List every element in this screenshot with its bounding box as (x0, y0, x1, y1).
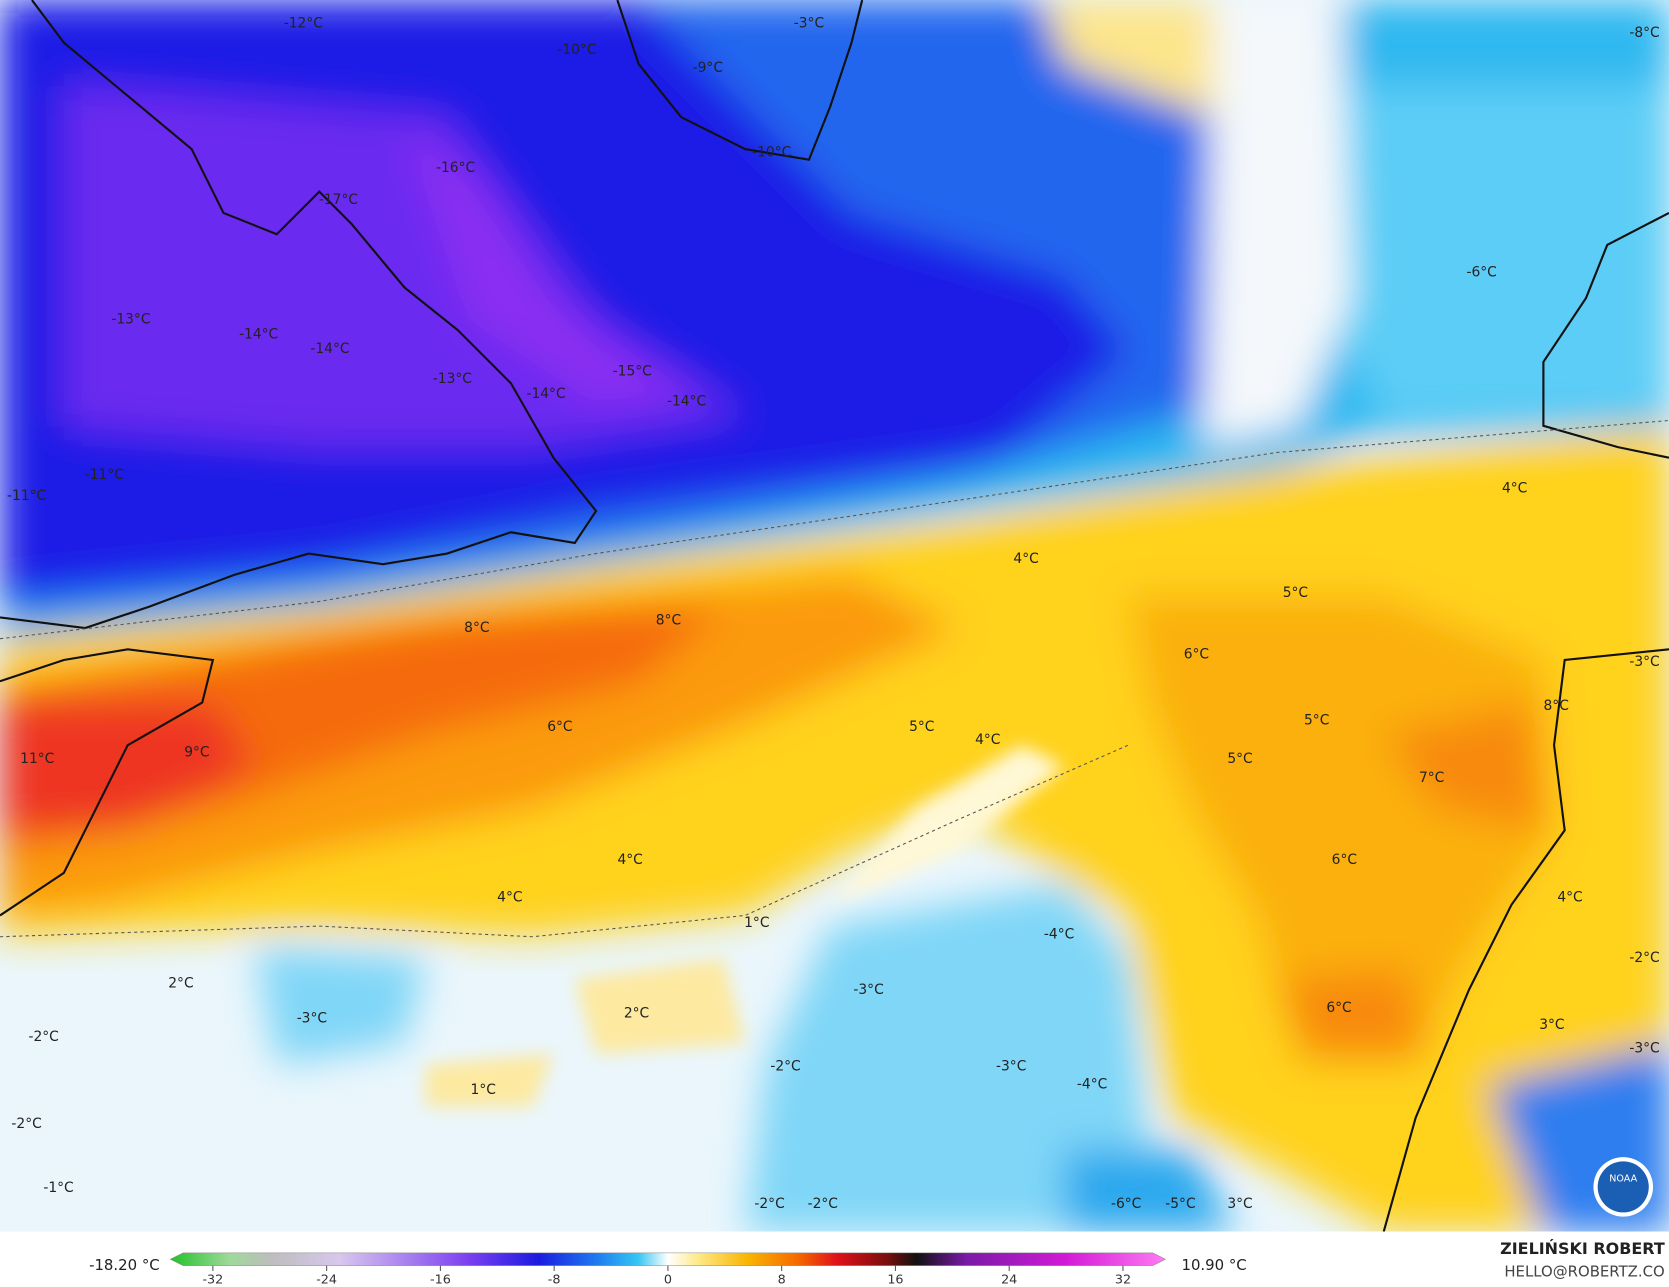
noaa-logo: NOAA (1593, 1157, 1654, 1217)
colorbar-tick-label: 32 (1115, 1273, 1131, 1287)
temperature-label: 8°C (656, 613, 681, 629)
temperature-label: -14°C (667, 393, 706, 409)
temperature-label: -13°C (111, 311, 150, 327)
temperature-label: -14°C (526, 386, 565, 402)
temperature-label: -3°C (1629, 654, 1659, 670)
temperature-label: 4°C (1502, 481, 1527, 497)
temperature-label: -6°C (1466, 265, 1496, 281)
temperature-label: -15°C (613, 364, 652, 380)
temperature-label: 8°C (1543, 698, 1568, 714)
temperature-label: 11°C (20, 751, 54, 767)
temperature-label: 5°C (1304, 713, 1329, 729)
credit-contact: HELLO@ROBERTZ.CO (1504, 1262, 1664, 1280)
temperature-label: 5°C (909, 719, 934, 735)
temperature-label: -3°C (297, 1011, 327, 1027)
temperature-label: 6°C (1332, 852, 1357, 868)
temperature-label: 2°C (168, 976, 193, 992)
colorbar-tick-label: 16 (887, 1273, 903, 1287)
temperature-label: 6°C (547, 719, 572, 735)
temperature-label: 9°C (184, 745, 209, 761)
temperature-label: 5°C (1227, 751, 1252, 767)
colorbar-tick-label: -16 (430, 1273, 451, 1287)
temperature-label: 6°C (1184, 647, 1209, 663)
temperature-label: -2°C (770, 1059, 800, 1075)
temperature-field (0, 0, 1669, 1232)
temperature-label: -3°C (1629, 1041, 1659, 1057)
temperature-label: -4°C (1044, 927, 1074, 943)
temperature-label: -14°C (239, 326, 278, 342)
temperature-label: -2°C (11, 1116, 41, 1132)
colorbar-tick-label: 0 (664, 1273, 672, 1287)
temperature-label: -9°C (693, 60, 723, 76)
temperature-label: 5°C (1283, 585, 1308, 601)
colorbar: -32 -24 -16 -8 0 8 16 24 32 (169, 1252, 1167, 1287)
temperature-label: 8°C (464, 620, 489, 636)
temperature-label: 6°C (1326, 1000, 1351, 1016)
temperature-label: -5°C (1165, 1196, 1195, 1212)
temperature-labels: -12°C -10°C -9°C -3°C -8°C -10°C -16°C -17°C -13… (7, 15, 1660, 1211)
coastlines (0, 0, 1669, 1232)
temperature-label: -14°C (310, 341, 349, 357)
temperature-label: 3°C (1539, 1017, 1564, 1033)
temperature-label: 3°C (1227, 1196, 1252, 1212)
temperature-label: -2°C (1629, 950, 1659, 966)
colorbar-bar (169, 1252, 1167, 1266)
colorbar-tick-label: 24 (1001, 1273, 1017, 1287)
temperature-label: -13°C (433, 371, 472, 387)
temperature-label: -3°C (853, 982, 883, 998)
logo-text: NOAA (1609, 1174, 1637, 1185)
colorbar-tick-label: -32 (202, 1273, 223, 1287)
temperature-label: -16°C (436, 160, 475, 176)
temperature-label: 4°C (497, 889, 522, 905)
temperature-label: 1°C (471, 1082, 496, 1098)
credit-name: ZIELIŃSKI ROBERT (1500, 1239, 1665, 1258)
temperature-label: -17°C (319, 192, 358, 208)
temperature-label: -3°C (996, 1059, 1026, 1075)
temperature-label: -12°C (284, 15, 323, 31)
temperature-label: -10°C (557, 42, 596, 58)
temperature-label: -11°C (7, 488, 46, 504)
temperature-label: -10°C (752, 144, 791, 160)
zero-isotherm (0, 419, 1669, 938)
colorbar-tick-label: -24 (316, 1273, 337, 1287)
colorbar-max: 10.90 °C (1181, 1256, 1246, 1274)
temperature-label: 1°C (744, 915, 769, 931)
colorbar-tick-label: 8 (778, 1273, 786, 1287)
temperature-label: 4°C (1557, 889, 1582, 905)
temperature-label: -2°C (754, 1196, 784, 1212)
temperature-label: -11°C (85, 467, 124, 483)
temperature-label: 4°C (617, 852, 642, 868)
temperature-label: -1°C (43, 1180, 73, 1196)
colorbar-min: -18.20 °C (89, 1256, 160, 1274)
temperature-label: 2°C (624, 1005, 649, 1021)
temperature-label: -6°C (1111, 1196, 1141, 1212)
temperature-label: -2°C (808, 1196, 838, 1212)
colorbar-tick-label: -8 (548, 1273, 561, 1287)
temperature-label: 7°C (1419, 770, 1444, 786)
temperature-label: -3°C (794, 15, 824, 31)
temperature-label: -4°C (1077, 1077, 1107, 1093)
temperature-label: 4°C (1013, 551, 1038, 567)
temperature-label: 4°C (975, 732, 1000, 748)
temperature-label: -8°C (1629, 25, 1659, 41)
temperature-label: -2°C (28, 1029, 58, 1045)
